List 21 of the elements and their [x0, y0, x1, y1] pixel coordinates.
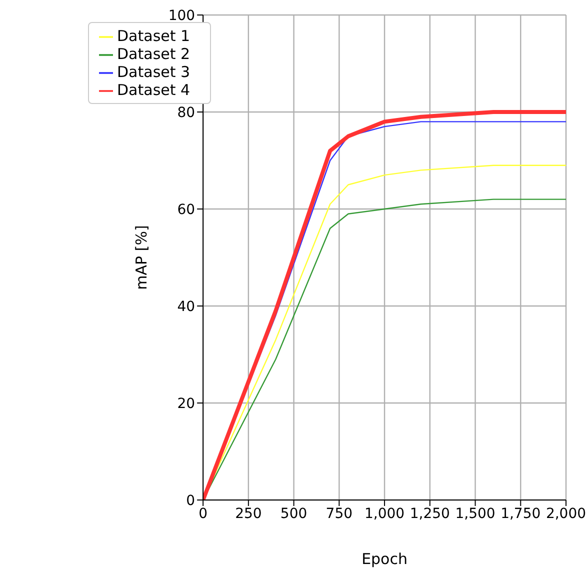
y-tick-label: 100: [168, 8, 196, 24]
x-tick-label: 1,750: [500, 506, 541, 522]
x-tick-label: 500: [280, 506, 308, 522]
y-tick-label: 40: [177, 298, 196, 315]
x-tick-label: 1,000: [364, 506, 405, 522]
y-tick-label: 20: [177, 396, 196, 412]
x-tick-label: 0: [198, 506, 208, 522]
x-tick-label: 1,250: [410, 506, 450, 522]
x-axis-title: Epoch: [362, 550, 408, 568]
x-tick-label: 750: [326, 506, 353, 522]
x-tick-label: 1,500: [455, 506, 496, 522]
x-tick-label: 2,000: [546, 506, 586, 522]
legend-label: Dataset 3: [117, 63, 190, 81]
y-tick-label: 80: [177, 104, 196, 121]
legend-label: Dataset 2: [117, 45, 190, 63]
y-tick-label: 0: [186, 492, 196, 509]
y-tick-label: 60: [177, 202, 196, 218]
x-tick-label: 250: [235, 506, 262, 522]
legend-label: Dataset 1: [117, 27, 190, 45]
legend-label: Dataset 4: [117, 81, 190, 99]
y-axis-title: mAP [%]: [132, 225, 150, 290]
